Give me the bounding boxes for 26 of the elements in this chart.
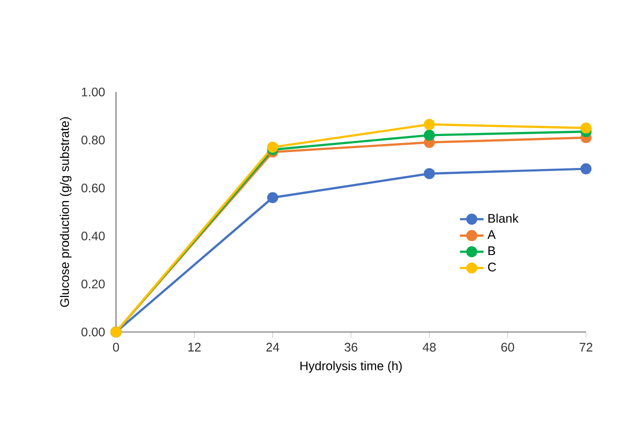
point (580, 122, 592, 134)
point (424, 130, 435, 141)
x-tick-label: 0 (113, 342, 119, 352)
x-tick-label: 24 (266, 342, 280, 352)
y-tick-label: 0.60 (81, 184, 105, 192)
y-tick-label: 0.80 (81, 136, 105, 144)
point (424, 168, 435, 180)
point (424, 118, 435, 130)
x-tick-label: 12 (188, 342, 201, 352)
legend-label: C (488, 262, 496, 272)
point (267, 192, 278, 204)
legend-label: Blank (488, 214, 519, 223)
x-tick-label: 60 (501, 342, 514, 352)
y-tick-label: 0.40 (81, 232, 105, 240)
y-tick-label: 1.00 (82, 88, 105, 96)
legend-label: A (487, 230, 496, 239)
x-tick-label: 36 (344, 342, 358, 352)
legend-label: B (488, 246, 496, 256)
x-tick-label: 72 (580, 342, 592, 352)
y-tick-label: 0.20 (81, 280, 105, 288)
y-tick-label: 0.00 (81, 328, 105, 336)
point (580, 163, 592, 174)
x-axis-title: Hydrolysis time (h) (300, 361, 402, 373)
point (267, 142, 278, 153)
x-tick-label: 48 (422, 342, 436, 352)
y-axis-title: Glucose production (g/g substrate) (60, 117, 72, 307)
